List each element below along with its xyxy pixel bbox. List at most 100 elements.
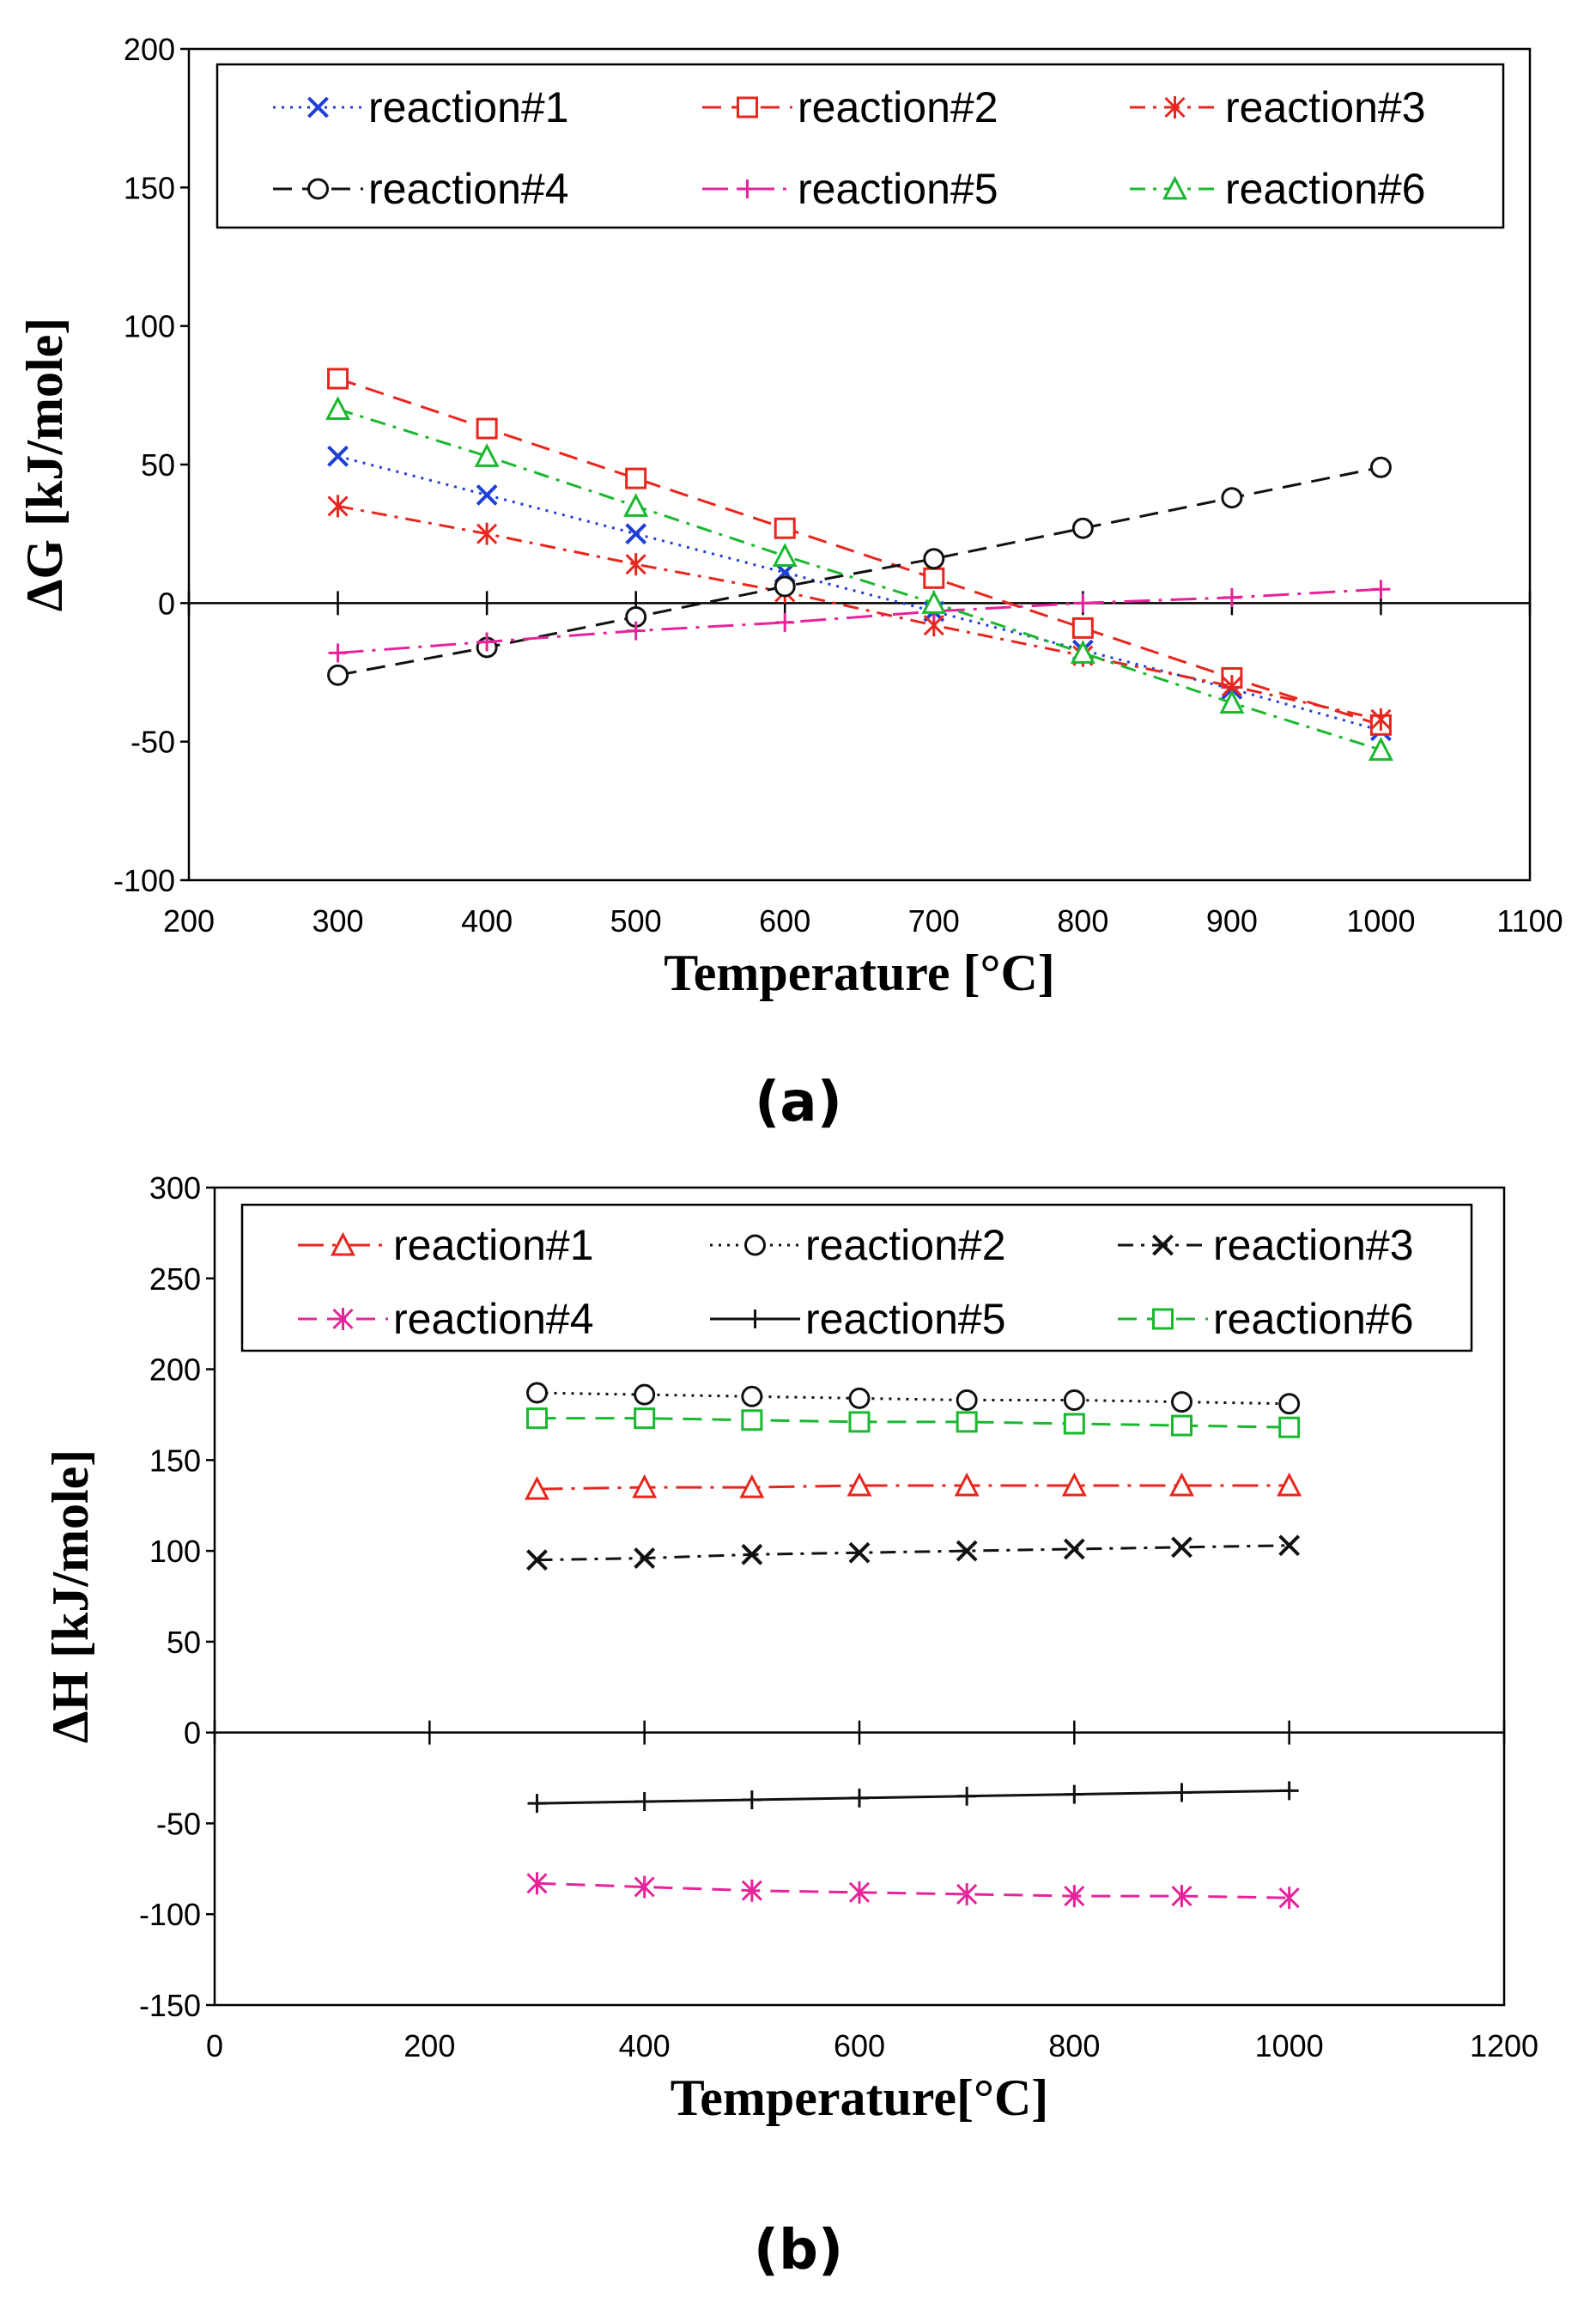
y-tick-label: 150 xyxy=(124,170,175,205)
data-point xyxy=(1065,1784,1084,1804)
data-point xyxy=(1071,617,1094,639)
data-point xyxy=(741,1385,763,1407)
series-line xyxy=(537,1544,1290,1562)
x-tick-label: 1000 xyxy=(1346,903,1415,939)
series-reaction#4 xyxy=(526,1872,1300,1910)
data-point xyxy=(632,1474,658,1498)
x-tick-label: 600 xyxy=(834,2028,885,2063)
data-point xyxy=(476,522,498,545)
series-reaction#2 xyxy=(526,1382,1301,1415)
legend-entry-label: reaction#4 xyxy=(393,1295,594,1343)
data-point xyxy=(476,417,498,440)
x-tick-label: 1200 xyxy=(1470,2028,1538,2063)
legend-box xyxy=(215,63,1505,229)
y-tick-label: 50 xyxy=(141,447,175,483)
data-point xyxy=(625,523,647,545)
data-point xyxy=(739,1474,765,1498)
data-point xyxy=(775,612,795,632)
data-point xyxy=(634,1383,656,1406)
data-point xyxy=(1279,1781,1299,1801)
data-point xyxy=(1222,587,1241,607)
data-point xyxy=(327,495,349,518)
data-point xyxy=(774,575,796,598)
x-tick-label: 800 xyxy=(1048,2028,1100,2063)
legend-marker xyxy=(1152,1234,1174,1256)
data-point xyxy=(956,1540,978,1562)
data-point xyxy=(848,1411,871,1433)
series-line xyxy=(337,408,1381,751)
series-reaction#1 xyxy=(525,1472,1302,1500)
data-point xyxy=(1070,640,1095,664)
data-point xyxy=(954,1472,980,1497)
series-line xyxy=(537,1881,1290,1899)
data-point xyxy=(1278,1534,1301,1557)
chart-panel-a: 200 300 400 500 600 700 800 900 1000 1100 -100 -50 0… xyxy=(16,32,1563,1134)
x-tick-label: 400 xyxy=(619,2028,671,2063)
y-axis-title: ΔH [kJ/mole] xyxy=(42,1449,99,1744)
legend-entry-label: reaction#2 xyxy=(798,83,998,131)
data-point xyxy=(1371,580,1391,599)
data-point xyxy=(1278,1416,1301,1438)
plot-area xyxy=(213,1186,1506,2007)
data-point xyxy=(741,1409,763,1431)
data-point xyxy=(1063,1538,1085,1560)
legend: reaction#1 reaction#2 reaction#3 reaction#4… xyxy=(215,63,1505,229)
data-point xyxy=(1278,1393,1301,1415)
data-point xyxy=(1171,1414,1192,1437)
legend-entry-label: reaction#3 xyxy=(1225,83,1426,131)
data-point xyxy=(956,1882,978,1905)
series-line xyxy=(337,587,1381,654)
data-point xyxy=(1169,1472,1194,1497)
series-line xyxy=(537,1789,1290,1805)
x-tick-label: 700 xyxy=(908,903,960,939)
data-point xyxy=(1277,1472,1302,1497)
legend-entry-label: reaction#2 xyxy=(805,1221,1006,1269)
series-line xyxy=(537,1417,1290,1429)
legend-marker xyxy=(1162,175,1187,200)
data-point xyxy=(325,396,351,420)
data-point xyxy=(1171,1536,1192,1559)
series-line xyxy=(337,377,1381,726)
legend-marker xyxy=(331,1231,355,1256)
data-point xyxy=(957,1786,977,1806)
data-point xyxy=(1063,1389,1085,1412)
data-point xyxy=(526,1382,548,1404)
data-point xyxy=(774,517,796,539)
x-tick-label: 500 xyxy=(610,903,662,939)
data-point xyxy=(923,548,945,570)
series-line xyxy=(537,1484,1290,1491)
legend-marker xyxy=(1152,1308,1174,1330)
y-tick-label: 100 xyxy=(124,309,175,344)
x-tick-label: 600 xyxy=(759,903,810,939)
legend-marker xyxy=(745,1310,765,1328)
x-tick-label: 1000 xyxy=(1255,2028,1324,2063)
legend-entry-label: reaction#5 xyxy=(798,165,998,213)
data-point xyxy=(1073,593,1093,613)
data-point xyxy=(1219,690,1245,714)
x-tick-label: 300 xyxy=(313,903,364,939)
y-axis-title: ΔG [kJ/mole] xyxy=(16,318,73,612)
y-tick-label: 0 xyxy=(184,1716,201,1751)
legend-marker xyxy=(332,1308,354,1330)
y-tick-label: -100 xyxy=(113,863,175,898)
data-point xyxy=(634,1547,656,1569)
data-point xyxy=(1071,517,1094,539)
data-point xyxy=(526,1549,548,1571)
legend-marker xyxy=(307,178,329,200)
y-tick-label: 50 xyxy=(167,1625,201,1660)
series-reaction#6 xyxy=(325,396,1393,761)
y-tick-label: -100 xyxy=(139,1897,201,1932)
data-point xyxy=(625,467,647,489)
legend-entry-label: reaction#1 xyxy=(393,1221,594,1269)
data-point xyxy=(1171,1391,1192,1413)
data-point xyxy=(527,1794,547,1814)
y-tick-label: -50 xyxy=(156,1806,201,1841)
data-point xyxy=(526,1407,548,1430)
y-tick-label: 150 xyxy=(149,1443,201,1478)
legend-entry-label: reaction#5 xyxy=(805,1295,1006,1343)
legend-marker xyxy=(744,1234,766,1256)
data-point xyxy=(847,1472,872,1497)
x-tick-label: 800 xyxy=(1057,903,1108,939)
y-tick-label: 200 xyxy=(149,1352,201,1388)
data-point xyxy=(1370,708,1392,731)
